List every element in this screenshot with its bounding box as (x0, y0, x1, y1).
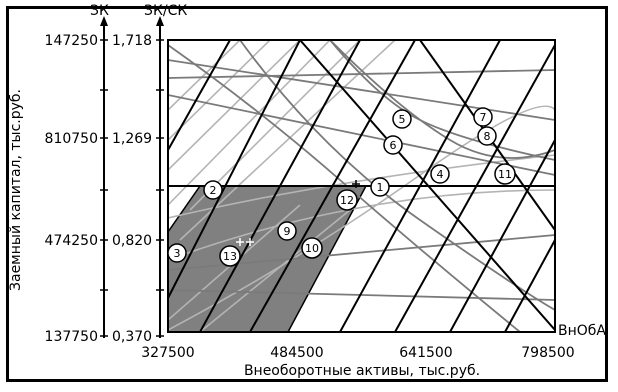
star-marker-icon (352, 180, 360, 188)
inner-tick-label: 1,269 (112, 131, 152, 147)
x-tick-label: 641500 (399, 345, 452, 361)
marker-3: 3 (167, 243, 187, 263)
marker-13: 13 (219, 245, 241, 267)
outer-tick-label: 810750 (45, 131, 98, 147)
plot-border (167, 39, 556, 333)
svg-text:7: 7 (480, 111, 487, 124)
svg-text:11: 11 (498, 168, 512, 181)
svg-text:4: 4 (437, 168, 444, 181)
marker-4: 4 (430, 164, 450, 184)
inner-axis-header: ЗК/СК (144, 3, 187, 19)
x-tick-label: 798500 (521, 345, 574, 361)
inner-tick-label: 0,820 (112, 233, 152, 249)
outer-tick-label: 147250 (45, 33, 98, 49)
marker-7: 7 (473, 107, 493, 127)
inner-tick-label: 0,370 (112, 329, 152, 345)
outer-tick-label: 137750 (45, 329, 98, 345)
cross-markers (236, 238, 254, 246)
svg-text:13: 13 (223, 250, 237, 263)
svg-text:12: 12 (340, 194, 354, 207)
svg-text:10: 10 (305, 242, 319, 255)
outer-tick-label: 474250 (45, 233, 98, 249)
y-axis-title: Заемный капитал, тыс.руб. (8, 89, 24, 291)
marker-12: 12 (336, 189, 358, 211)
marker-2: 2 (203, 180, 223, 200)
inner-y-arrow-icon (156, 16, 164, 26)
markers-group: 1 2 3 4 5 6 7 8 9 10 11 12 13 (167, 107, 516, 267)
outer-y-arrow-icon (100, 16, 108, 26)
svg-text:3: 3 (174, 247, 181, 260)
marker-8: 8 (477, 126, 497, 146)
x-axis-title: Внеоборотные активы, тыс.руб. (244, 363, 480, 379)
marker-1: 1 (370, 177, 390, 197)
x-tick-label: 484500 (270, 345, 323, 361)
marker-10: 10 (301, 237, 323, 259)
marker-9: 9 (277, 221, 297, 241)
svg-text:8: 8 (484, 130, 491, 143)
y-tick-marks (100, 39, 164, 337)
svg-text:6: 6 (390, 139, 397, 152)
x-tick-label: 327500 (141, 345, 194, 361)
outer-axis-header: ЗК (90, 3, 109, 19)
svg-text:9: 9 (284, 225, 291, 238)
svg-text:1: 1 (377, 181, 384, 194)
marker-6: 6 (383, 135, 403, 155)
right-axis-label: ВнОбА (558, 323, 606, 339)
svg-text:2: 2 (210, 184, 217, 197)
inner-tick-label: 1,718 (112, 33, 152, 49)
svg-text:5: 5 (399, 113, 406, 126)
marker-5: 5 (392, 109, 412, 129)
dark-lines (168, 40, 555, 332)
marker-11: 11 (494, 163, 516, 185)
